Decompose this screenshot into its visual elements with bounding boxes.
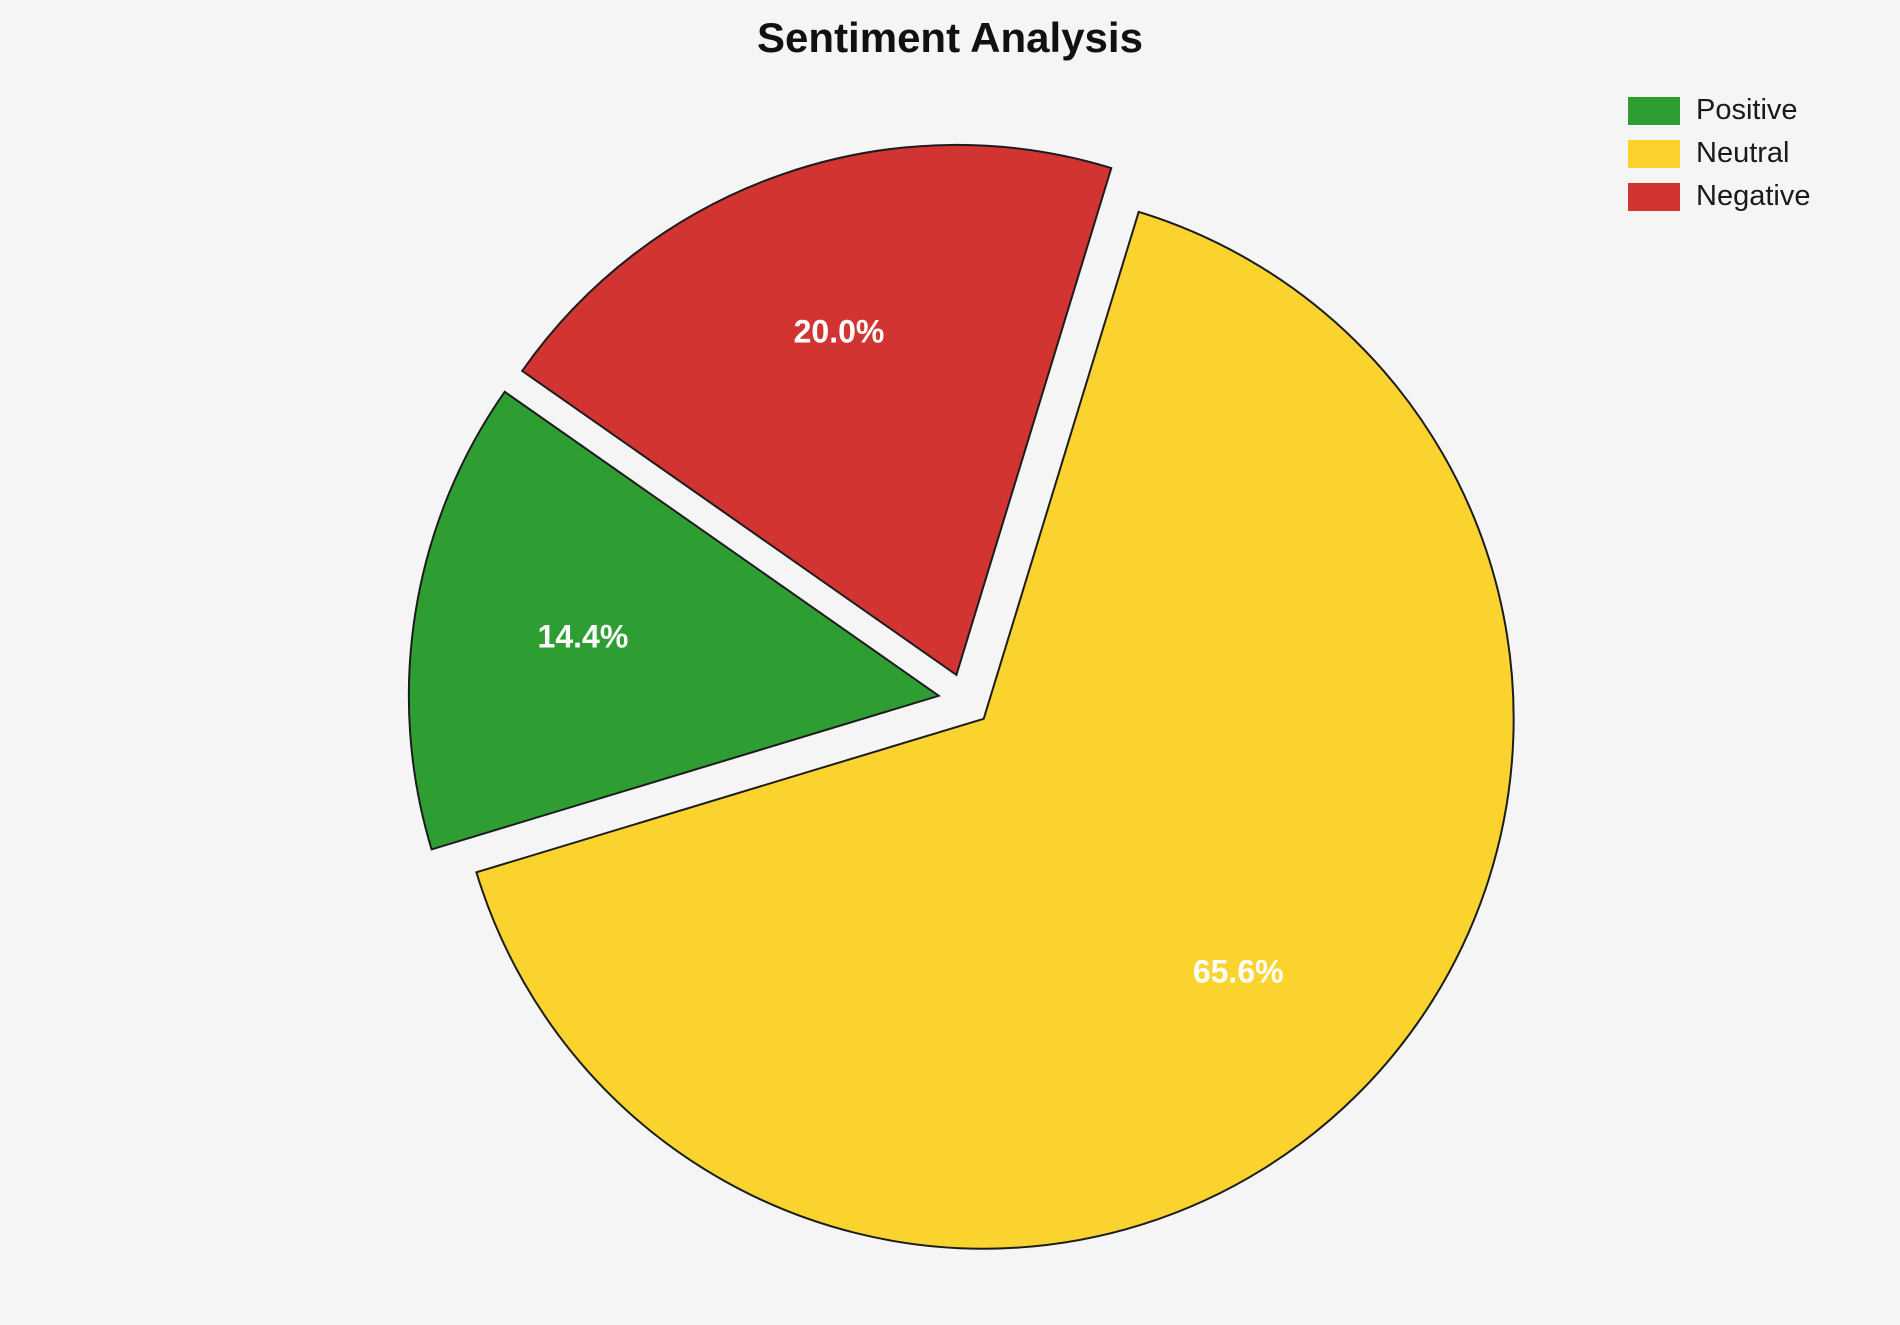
legend-label-positive: Positive bbox=[1696, 94, 1798, 126]
legend: Positive Neutral Negative bbox=[1628, 96, 1810, 211]
legend-swatch-positive bbox=[1628, 96, 1680, 125]
legend-swatch-negative bbox=[1628, 182, 1680, 211]
pie-pct-label-neutral: 65.6% bbox=[1193, 953, 1284, 989]
pie-slice-negative bbox=[520, 143, 1113, 677]
legend-swatch-neutral bbox=[1628, 139, 1680, 168]
pie-pct-label-positive: 14.4% bbox=[538, 618, 629, 654]
pie-pct-label-negative: 20.0% bbox=[794, 314, 885, 350]
legend-label-neutral: Neutral bbox=[1696, 137, 1790, 169]
pie-slice-neutral bbox=[475, 210, 1515, 1250]
legend-item-neutral: Neutral bbox=[1628, 139, 1810, 168]
legend-item-positive: Positive bbox=[1628, 96, 1810, 125]
legend-label-negative: Negative bbox=[1696, 180, 1811, 212]
pie-slice-positive bbox=[407, 390, 942, 851]
legend-item-negative: Negative bbox=[1628, 182, 1810, 211]
chart-title: Sentiment Analysis bbox=[757, 14, 1143, 61]
